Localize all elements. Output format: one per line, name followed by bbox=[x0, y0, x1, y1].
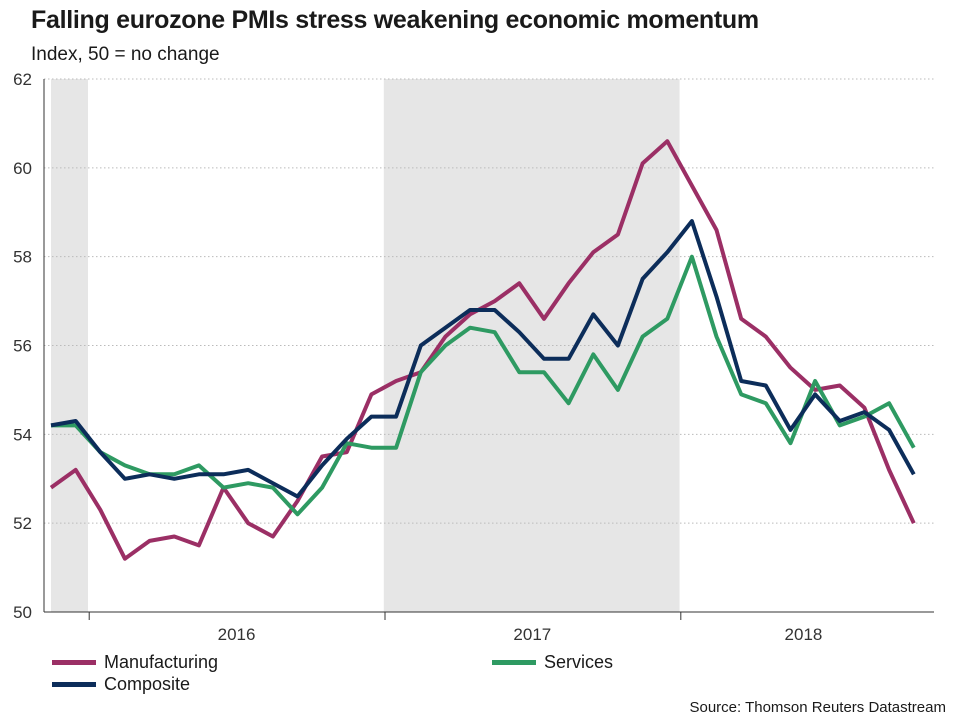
legend-swatch-services bbox=[492, 660, 536, 665]
y-tick-label-62: 62 bbox=[13, 70, 32, 89]
legend-label-manufacturing: Manufacturing bbox=[104, 652, 219, 672]
source-note: Source: Thomson Reuters Datastream bbox=[689, 699, 946, 716]
y-tick-label-60: 60 bbox=[13, 159, 32, 178]
series-line-manufacturing bbox=[49, 139, 916, 561]
legend-label-services: Services bbox=[544, 652, 614, 672]
y-tick-label-56: 56 bbox=[13, 337, 32, 356]
chart-subtitle: Index, 50 = no change bbox=[31, 44, 220, 65]
series-line-services bbox=[51, 254, 916, 517]
legend-swatch-composite bbox=[52, 682, 96, 687]
y-tick-label-52: 52 bbox=[13, 514, 32, 533]
x-tick-label-2018: 2018 bbox=[785, 625, 823, 644]
y-tick-label-50: 50 bbox=[13, 603, 32, 622]
x-tick-label-2016: 2016 bbox=[218, 625, 256, 644]
legend-item-manufacturing: Manufacturing bbox=[52, 652, 218, 673]
legend-item-composite: Composite bbox=[52, 674, 190, 695]
legend-item-services: Services bbox=[492, 652, 613, 673]
legend-label-composite: Composite bbox=[104, 674, 191, 694]
legend-swatch-manufacturing bbox=[52, 660, 96, 665]
chart-title: Falling eurozone PMIs stress weakening e… bbox=[31, 6, 759, 34]
series-line-composite bbox=[50, 219, 916, 499]
x-tick-label-2017: 2017 bbox=[513, 625, 551, 644]
y-tick-label-54: 54 bbox=[13, 425, 32, 444]
y-tick-label-58: 58 bbox=[13, 248, 32, 267]
